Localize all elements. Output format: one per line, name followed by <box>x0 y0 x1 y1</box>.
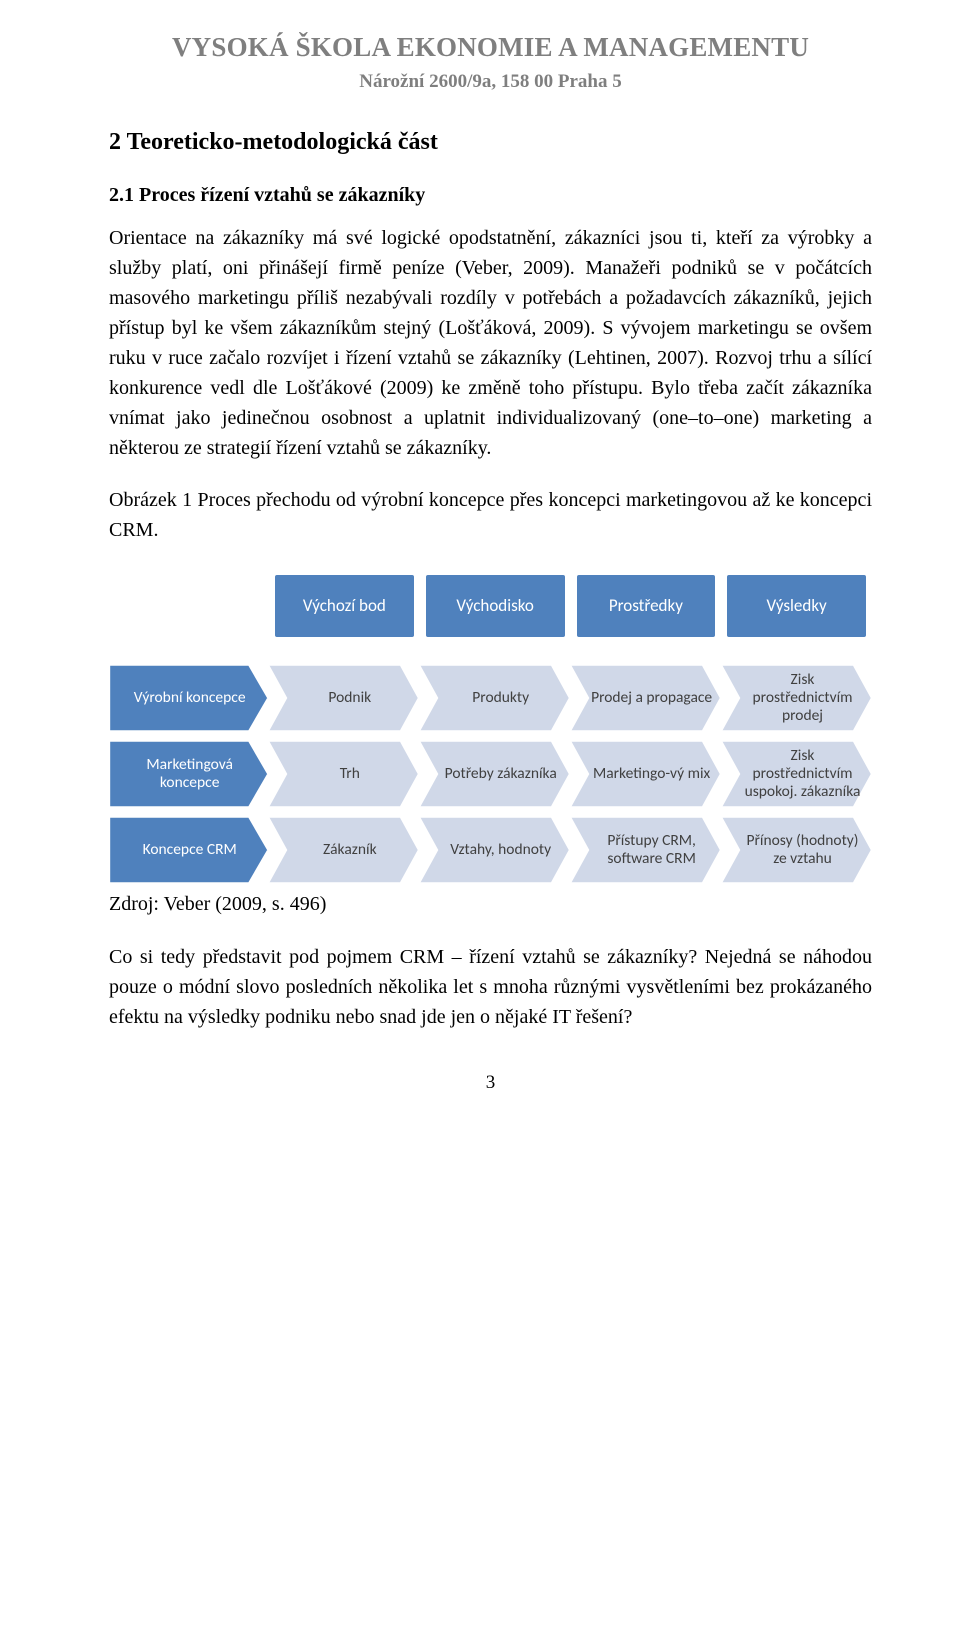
concept-diagram: Výchozí bod Východisko Prostředky Výsled… <box>109 575 872 883</box>
figure-source: Zdroj: Veber (2009, s. 496) <box>109 893 872 916</box>
diagram-cell: Přínosy (hodnoty) ze vztahu <box>721 817 872 883</box>
diagram-cell: Produkty <box>419 665 570 731</box>
diagram-row: Výrobní koncepcePodnikProduktyProdej a p… <box>109 665 872 731</box>
page-number: 3 <box>109 1072 872 1094</box>
section-heading: 2 Teoreticko-metodologická část <box>109 129 872 156</box>
paragraph-1: Orientace na zákazníky má své logické op… <box>109 223 872 463</box>
diagram-cell: Marketingo-vý mix <box>570 741 721 807</box>
diagram-cell: Zisk prostřednictvím prodej <box>721 665 872 731</box>
diagram-header-cell: Prostředky <box>577 575 716 637</box>
institution-name: VYSOKÁ ŠKOLA EKONOMIE A MANAGEMENTU <box>109 32 872 63</box>
diagram-row-label: Koncepce CRM <box>109 817 268 883</box>
diagram-header-cell: Východisko <box>426 575 565 637</box>
diagram-cell: Přístupy CRM, software CRM <box>570 817 721 883</box>
diagram-header-cell: Výchozí bod <box>275 575 414 637</box>
diagram-cell: Prodej a propagace <box>570 665 721 731</box>
diagram-header-row: Výchozí bod Východisko Prostředky Výsled… <box>109 575 872 637</box>
diagram-cell: Podnik <box>268 665 419 731</box>
subsection-heading: 2.1 Proces řízení vztahů se zákazníky <box>109 184 872 207</box>
diagram-row: Koncepce CRMZákazníkVztahy, hodnotyPříst… <box>109 817 872 883</box>
figure-caption: Obrázek 1 Proces přechodu od výrobní kon… <box>109 485 872 545</box>
diagram-cell: Zákazník <box>268 817 419 883</box>
diagram-header-cell: Výsledky <box>727 575 866 637</box>
diagram-row-label: Výrobní koncepce <box>109 665 268 731</box>
diagram-cell: Vztahy, hodnoty <box>419 817 570 883</box>
diagram-cell: Trh <box>268 741 419 807</box>
institution-address: Nárožní 2600/9a, 158 00 Praha 5 <box>109 71 872 93</box>
diagram-row: Marketingová koncepceTrhPotřeby zákazník… <box>109 741 872 807</box>
paragraph-2: Co si tedy představit pod pojmem CRM – ř… <box>109 942 872 1032</box>
diagram-cell: Zisk prostřednictvím uspokoj. zákazníka <box>721 741 872 807</box>
diagram-cell: Potřeby zákazníka <box>419 741 570 807</box>
diagram-row-label: Marketingová koncepce <box>109 741 268 807</box>
